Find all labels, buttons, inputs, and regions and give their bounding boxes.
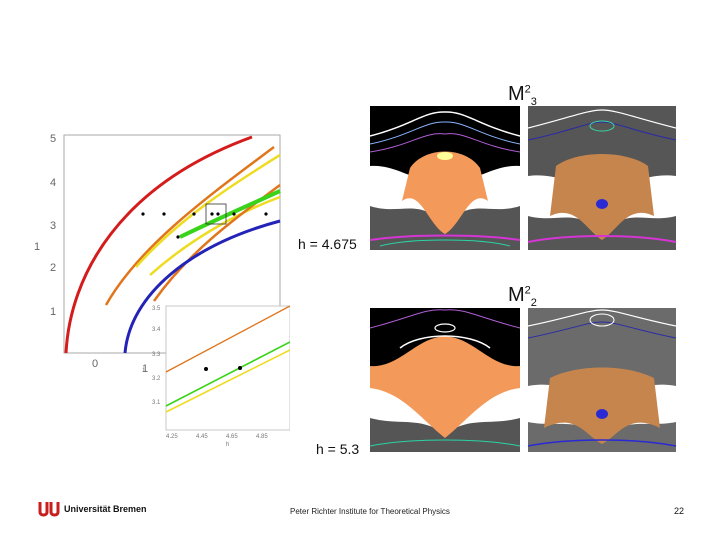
inset-x-tick: 4.25 <box>166 434 178 440</box>
green-curve <box>179 189 281 239</box>
inset-x-tick: 4.85 <box>256 434 268 440</box>
y-tick: 5 <box>50 133 56 145</box>
section-label-m22: M22 <box>508 284 537 309</box>
y-tick: 2 <box>50 262 56 274</box>
h-value-label-top: h = 4.675 <box>298 236 357 252</box>
orange-curve-1 <box>104 145 275 306</box>
inset-yellow-line <box>165 349 290 413</box>
poincare-section-top-left <box>370 106 520 250</box>
poincare-section-bottom-left <box>370 308 520 452</box>
y-tick: 4 <box>50 177 56 189</box>
main-y-label: 1 <box>34 241 40 253</box>
zoom-box <box>205 203 227 225</box>
inset-y-tick: 3.1 <box>152 400 161 406</box>
data-points <box>141 212 268 239</box>
y-tick: 3 <box>50 220 56 232</box>
inset-x-tick: 4.45 <box>196 434 208 440</box>
inset-y-label: 1 <box>142 368 146 374</box>
poincare-section-top-right <box>528 106 676 250</box>
main-x-tick: 0 <box>92 358 98 370</box>
bremen-logo-icon <box>38 502 60 517</box>
inset-y-tick: 3.2 <box>152 376 161 382</box>
footer-institute: Peter Richter Institute for Theoretical … <box>290 507 450 516</box>
inset-orange-line <box>165 305 290 373</box>
inset-y-tick: 3.3 <box>152 352 161 358</box>
inset-x-tick: 4.65 <box>226 434 238 440</box>
inset-y-tick: 3.5 <box>152 306 161 312</box>
university-name: Universität Bremen <box>64 504 147 514</box>
red-curve <box>64 135 253 354</box>
inset-plot: 3.5 3.4 3.3 3.2 3.1 1 4.25 4.45 4.65 4.8… <box>142 305 290 448</box>
inset-x-label: h <box>226 442 229 448</box>
section-label-m23: M23 <box>508 83 537 108</box>
poincare-section-bottom-right <box>528 308 676 452</box>
page-number: 22 <box>674 506 685 516</box>
yellow-curve-2 <box>149 195 281 276</box>
inset-green-line <box>165 341 290 407</box>
y-tick: 1 <box>50 306 56 318</box>
blue-curve <box>123 219 281 354</box>
main-y-ticks: 5 4 3 2 1 <box>50 133 56 318</box>
inset-y-tick: 3.4 <box>152 327 161 333</box>
h-value-label-bottom: h = 5.3 <box>316 441 360 457</box>
yellow-curve-1 <box>135 153 281 268</box>
university-logo: Universität Bremen <box>38 500 147 518</box>
main-x-label: 1 <box>142 363 148 375</box>
